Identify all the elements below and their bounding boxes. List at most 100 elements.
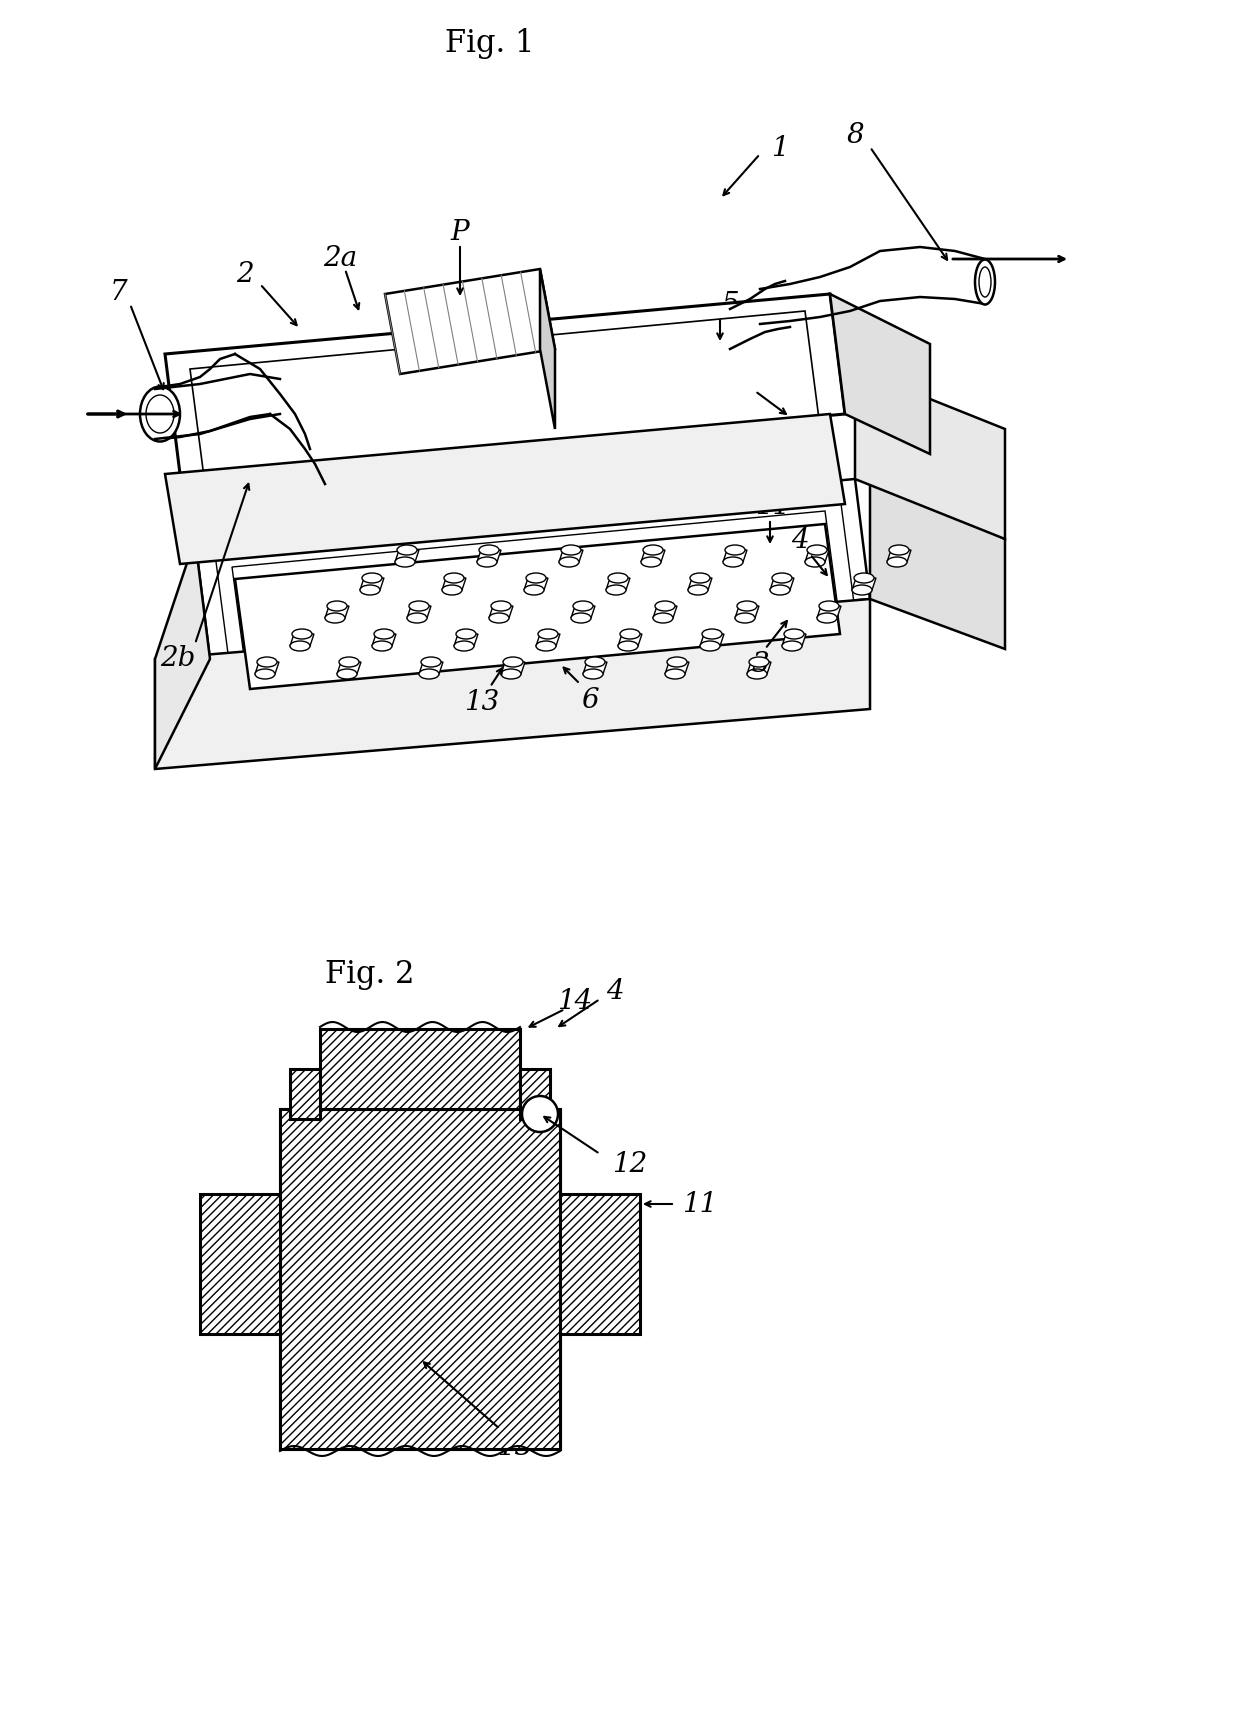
Polygon shape	[419, 663, 443, 674]
Polygon shape	[232, 511, 839, 679]
Ellipse shape	[701, 641, 720, 651]
Polygon shape	[583, 663, 608, 674]
Polygon shape	[570, 606, 595, 618]
Ellipse shape	[559, 558, 579, 568]
Polygon shape	[665, 663, 689, 674]
Polygon shape	[441, 578, 466, 591]
Polygon shape	[215, 497, 856, 670]
Ellipse shape	[773, 573, 792, 584]
Ellipse shape	[456, 630, 476, 639]
Polygon shape	[887, 551, 911, 563]
Ellipse shape	[327, 601, 347, 611]
Ellipse shape	[454, 641, 474, 651]
Ellipse shape	[737, 601, 756, 611]
Polygon shape	[155, 540, 210, 769]
Ellipse shape	[146, 397, 174, 433]
Ellipse shape	[291, 630, 312, 639]
Ellipse shape	[489, 613, 508, 624]
Ellipse shape	[817, 613, 837, 624]
Ellipse shape	[702, 630, 722, 639]
Polygon shape	[735, 606, 759, 618]
Ellipse shape	[441, 585, 463, 596]
Polygon shape	[477, 551, 501, 563]
Polygon shape	[805, 551, 830, 563]
Polygon shape	[559, 551, 583, 563]
Ellipse shape	[975, 260, 994, 305]
Ellipse shape	[477, 558, 497, 568]
Polygon shape	[396, 551, 419, 563]
Text: 11: 11	[755, 494, 791, 520]
Polygon shape	[280, 1110, 560, 1450]
Ellipse shape	[807, 546, 827, 556]
Ellipse shape	[665, 670, 684, 679]
Ellipse shape	[620, 630, 640, 639]
Ellipse shape	[140, 388, 180, 442]
Ellipse shape	[854, 573, 874, 584]
Polygon shape	[520, 1069, 551, 1119]
Ellipse shape	[784, 630, 804, 639]
Ellipse shape	[749, 658, 769, 667]
Ellipse shape	[491, 601, 511, 611]
Ellipse shape	[655, 601, 675, 611]
Ellipse shape	[479, 546, 498, 556]
Polygon shape	[454, 634, 477, 646]
Ellipse shape	[889, 546, 909, 556]
Text: 13: 13	[464, 689, 500, 715]
Ellipse shape	[374, 630, 394, 639]
Ellipse shape	[644, 546, 663, 556]
Polygon shape	[701, 634, 724, 646]
Text: 2: 2	[236, 262, 254, 288]
Ellipse shape	[583, 670, 603, 679]
Polygon shape	[852, 578, 875, 591]
Ellipse shape	[560, 546, 582, 556]
Polygon shape	[746, 663, 771, 674]
Ellipse shape	[770, 585, 790, 596]
Ellipse shape	[526, 573, 546, 584]
Polygon shape	[165, 294, 844, 475]
Text: 2c: 2c	[754, 364, 786, 391]
Polygon shape	[688, 578, 712, 591]
Polygon shape	[290, 1069, 320, 1119]
Polygon shape	[236, 525, 839, 689]
Ellipse shape	[525, 585, 544, 596]
Ellipse shape	[570, 613, 591, 624]
Polygon shape	[501, 663, 525, 674]
Polygon shape	[255, 663, 279, 674]
Text: 4: 4	[791, 527, 808, 553]
Polygon shape	[606, 578, 630, 591]
Polygon shape	[817, 606, 841, 618]
Polygon shape	[360, 578, 384, 591]
Text: Fig. 2: Fig. 2	[325, 960, 414, 991]
Ellipse shape	[290, 641, 310, 651]
Ellipse shape	[689, 573, 711, 584]
Polygon shape	[782, 634, 806, 646]
Ellipse shape	[585, 658, 605, 667]
Text: 14: 14	[557, 987, 593, 1015]
Ellipse shape	[325, 613, 345, 624]
Ellipse shape	[980, 268, 991, 298]
Ellipse shape	[536, 641, 556, 651]
Polygon shape	[830, 294, 930, 456]
Polygon shape	[618, 634, 642, 646]
Ellipse shape	[746, 670, 768, 679]
Polygon shape	[320, 1029, 520, 1110]
Ellipse shape	[360, 585, 379, 596]
Ellipse shape	[397, 546, 417, 556]
Ellipse shape	[407, 613, 427, 624]
Ellipse shape	[362, 573, 382, 584]
Polygon shape	[870, 480, 1004, 650]
Polygon shape	[525, 578, 548, 591]
Polygon shape	[641, 551, 665, 563]
Polygon shape	[407, 606, 432, 618]
Circle shape	[522, 1096, 558, 1133]
Polygon shape	[539, 270, 556, 430]
Ellipse shape	[887, 558, 906, 568]
Ellipse shape	[396, 558, 415, 568]
Text: 8: 8	[846, 121, 864, 149]
Ellipse shape	[725, 546, 745, 556]
Ellipse shape	[503, 658, 523, 667]
Ellipse shape	[618, 641, 639, 651]
Ellipse shape	[608, 573, 627, 584]
Ellipse shape	[372, 641, 392, 651]
Text: 7: 7	[109, 279, 126, 305]
